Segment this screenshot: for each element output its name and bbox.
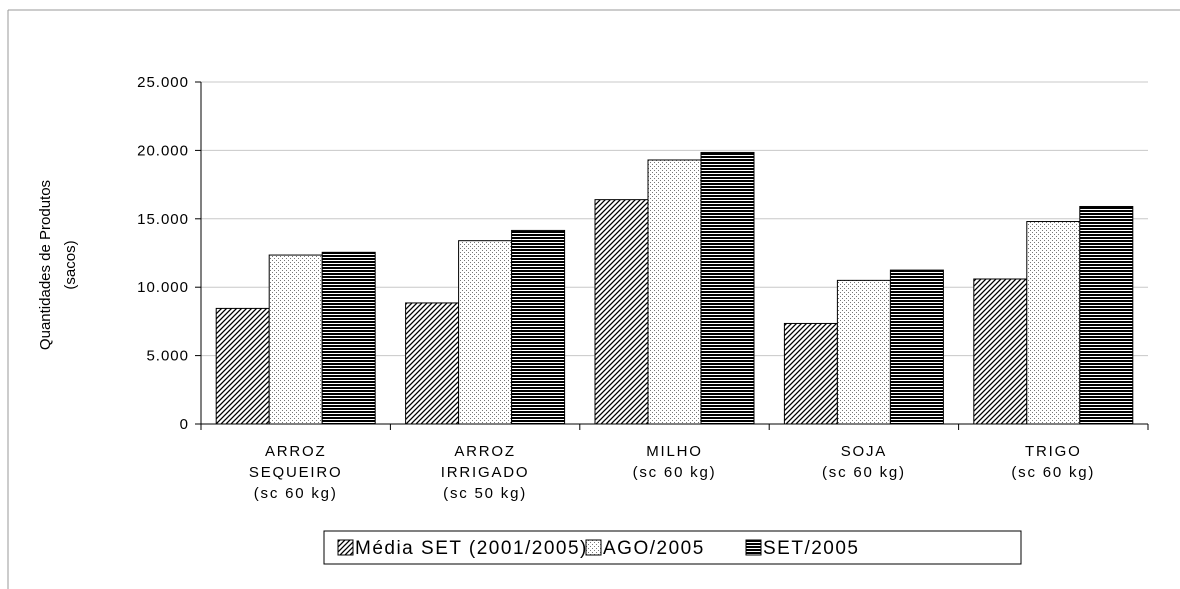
bar: [594, 199, 649, 425]
bar: [321, 251, 376, 425]
legend-swatch: [337, 539, 354, 556]
x-tick-label: MILHO: [646, 443, 703, 460]
x-tick-label: (sc 60 kg): [822, 464, 906, 481]
x-tick-label: (sc 50 kg): [443, 485, 527, 502]
bar: [405, 302, 460, 425]
bar: [889, 269, 944, 425]
legend-swatch: [585, 539, 602, 556]
y-tick-label: 20.000: [137, 142, 189, 159]
bar: [647, 159, 702, 425]
bar: [458, 240, 513, 425]
x-tick-label: ARROZ: [454, 443, 516, 460]
bar: [1079, 205, 1134, 425]
y-tick-label: 5.000: [146, 348, 189, 365]
bar: [700, 151, 755, 425]
bars: [215, 151, 1134, 425]
bar: [215, 307, 270, 425]
y-tick-label: 10.000: [137, 279, 189, 296]
x-tick-label: (sc 60 kg): [254, 485, 338, 502]
x-tick-label: (sc 60 kg): [1011, 464, 1095, 481]
legend-label: AGO/2005: [603, 538, 705, 559]
y-tick-label: 0: [180, 416, 189, 433]
x-tick-label: TRIGO: [1025, 443, 1082, 460]
x-tick-label: ARROZ: [265, 443, 327, 460]
axis-labels: 0 5.000 10.000 15.000 20.000 25.000 ARROZ SEQUE…: [137, 74, 1095, 502]
legend-label: Média SET (2001/2005): [355, 538, 588, 559]
y-tick-label: 25.000: [137, 74, 189, 91]
bar: [511, 229, 566, 425]
x-tick-label: SOJA: [841, 443, 887, 460]
legend-swatch: [745, 539, 762, 556]
bar: [973, 278, 1028, 425]
legend-label: SET/2005: [763, 538, 860, 559]
legend: Média SET (2001/2005) AGO/2005 SET/2005: [323, 530, 1022, 565]
x-tick-label: IRRIGADO: [441, 464, 530, 481]
bar: [836, 279, 891, 425]
legend-box: [323, 530, 1022, 565]
axes: [195, 81, 1149, 430]
bar: [1026, 221, 1081, 425]
y-axis-title-line-1: Quantidades de Produtos: [37, 180, 54, 350]
y-tick-label: 15.000: [137, 211, 189, 228]
x-tick-label: SEQUEIRO: [249, 464, 343, 481]
x-tick-label: (sc 60 kg): [633, 464, 717, 481]
y-axis-title: Quantidades de Produtos (sacos): [37, 180, 79, 350]
bar: [783, 322, 838, 425]
y-axis-title-line-2: (sacos): [62, 240, 79, 289]
bar: [268, 254, 323, 425]
